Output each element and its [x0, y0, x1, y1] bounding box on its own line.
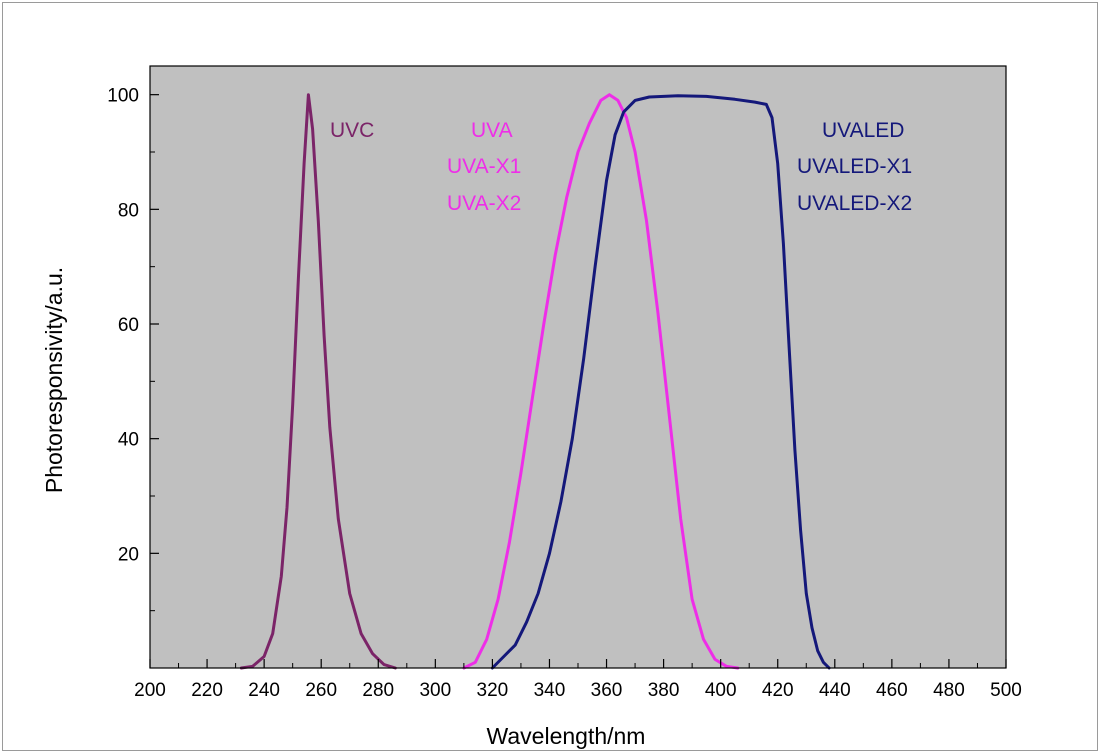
x-axis-title: Wavelength/nm — [487, 723, 646, 749]
y-tick-label: 100 — [107, 86, 139, 107]
x-tick-label: 200 — [134, 680, 166, 701]
x-tick-label: 480 — [933, 680, 965, 701]
x-tick-label: 300 — [419, 680, 451, 701]
y-tick-label: 20 — [118, 544, 139, 565]
annotation-uva-line-1: UVA — [471, 119, 513, 142]
annotation-uvc-line-1: UVC — [330, 119, 374, 142]
tick-labels: 200 220 240 260 280 300 320 340 360 380 400 420 440 4… — [107, 86, 1022, 701]
y-tick-label: 40 — [118, 430, 139, 451]
x-tick-label: 260 — [305, 680, 337, 701]
x-tick-label: 420 — [762, 680, 794, 701]
x-tick-label: 380 — [648, 680, 680, 701]
series-line-uva — [462, 93, 740, 670]
y-tick-label: 60 — [118, 315, 139, 336]
x-tick-label: 400 — [705, 680, 737, 701]
series-layer — [239, 93, 831, 670]
x-tick-label: 340 — [534, 680, 566, 701]
x-tick-label: 500 — [990, 680, 1022, 701]
y-axis-title: Photoresponsivity/a.u. — [41, 267, 67, 493]
x-tick-label: 320 — [477, 680, 509, 701]
series-line-uvc — [239, 93, 397, 670]
annotation-uvaled-line-1: UVALED — [822, 119, 904, 142]
x-tick-label: 360 — [591, 680, 623, 701]
y-tick-label: 80 — [118, 200, 139, 221]
x-tick-label: 440 — [819, 680, 851, 701]
annotation-uvaled-line-2: UVALED-X1 — [797, 155, 912, 178]
x-tick-label: 220 — [191, 680, 223, 701]
annotation-uvaled-line-3: UVALED-X2 — [797, 192, 912, 215]
annotation-uva-line-2: UVA-X1 — [447, 155, 521, 178]
annotations: UVC UVA UVA-X1 UVA-X2 UVALED UVALED-X1 U… — [330, 119, 912, 215]
plot-area — [150, 66, 1006, 668]
x-tick-label: 280 — [362, 680, 394, 701]
x-tick-label: 460 — [876, 680, 908, 701]
x-tick-label: 240 — [248, 680, 280, 701]
annotation-uva-line-3: UVA-X2 — [447, 192, 521, 215]
series-line-uvaled — [490, 94, 831, 670]
ticks-layer — [149, 94, 1007, 668]
